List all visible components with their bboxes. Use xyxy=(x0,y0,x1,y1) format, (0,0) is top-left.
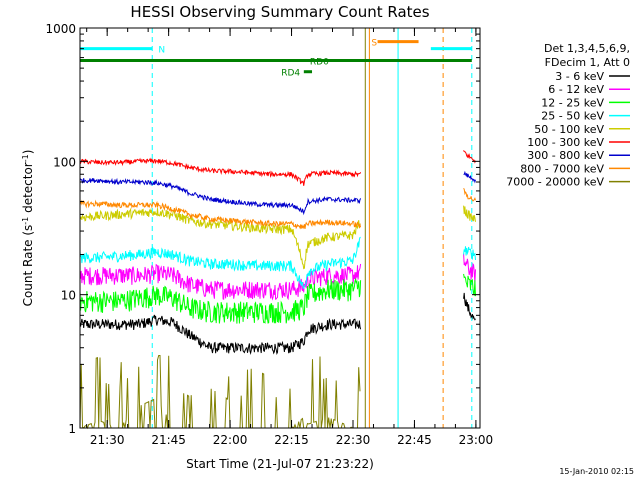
y-axis-label-sup2: -1 xyxy=(21,154,30,162)
x-axis: 21:30 21:45 22:00 22:15 22:30 22:45 23:00 xyxy=(86,28,494,447)
series-line-4-part-0 xyxy=(79,207,361,270)
x-tick-label-2: 22:00 xyxy=(213,433,248,447)
series-line-6-part-0 xyxy=(80,177,362,216)
plot-frame xyxy=(79,27,481,429)
y-tick-label-0: 1 xyxy=(68,422,76,436)
y-axis-label-end: ) xyxy=(21,150,35,155)
chart-title: HESSI Observing Summary Count Rates xyxy=(130,3,429,21)
legend-header-1: Det 1,3,4,5,6,9, xyxy=(544,42,630,55)
x-tick-label-1: 21:45 xyxy=(151,433,186,447)
series-line-2-part-1 xyxy=(463,273,476,297)
legend-entry-label-6: 300 - 800 keV xyxy=(527,149,604,162)
series-line-7-part-1 xyxy=(463,188,476,202)
x-tick-label-6: 23:00 xyxy=(459,433,494,447)
y-axis-label-main: Count Rate (s xyxy=(21,225,35,307)
legend-entry-label-0: 3 - 6 keV xyxy=(555,70,604,83)
legend: Det 1,3,4,5,6,9, FDecim 1, Att 0 3 - 6 k… xyxy=(506,42,630,189)
series-layer xyxy=(79,150,476,430)
y-axis-label: Count Rate (s-1 detector-1) xyxy=(21,150,36,307)
series-line-5-part-1 xyxy=(463,150,476,164)
y-axis: 1 10 100 1000 xyxy=(45,22,480,436)
state-bar-label-0: N xyxy=(158,46,165,56)
x-tick-label-3: 22:15 xyxy=(274,433,309,447)
series-line-2-part-0 xyxy=(79,277,362,324)
x-tick-label-0: 21:30 xyxy=(90,433,125,447)
series-line-4-part-1 xyxy=(463,205,476,222)
legend-entry-label-4: 50 - 100 keV xyxy=(534,123,604,136)
x-tick-label-5: 22:45 xyxy=(397,433,432,447)
y-tick-label-3: 1000 xyxy=(45,22,76,36)
y-axis-label-mid: detector xyxy=(21,162,35,217)
series-line-7-part-0 xyxy=(79,199,362,230)
series-line-5-part-0 xyxy=(79,157,362,186)
state-bar-label-3: S xyxy=(371,39,377,49)
series-line-0-part-0 xyxy=(79,314,362,356)
series-line-6-part-1 xyxy=(463,170,476,184)
x-tick-label-4: 22:30 xyxy=(336,433,371,447)
series-line-0-part-1 xyxy=(463,292,476,321)
series-line-1-part-0 xyxy=(79,263,362,301)
y-axis-label-sup1: -1 xyxy=(21,217,30,225)
legend-entry-label-5: 100 - 300 keV xyxy=(527,136,604,149)
state-bar-label-2: RD4 xyxy=(281,69,300,79)
vlines-layer xyxy=(79,28,473,428)
legend-entry-label-7: 800 - 7000 keV xyxy=(520,162,604,175)
series-line-3-part-0 xyxy=(79,236,361,290)
legend-entry-label-2: 12 - 25 keV xyxy=(541,96,604,109)
legend-header-2: FDecim 1, Att 0 xyxy=(545,56,630,69)
bars-layer: N RD0 RD4 S xyxy=(80,39,472,79)
series-line-1-part-1 xyxy=(463,253,476,283)
x-axis-label: Start Time (21-Jul-07 21:23:22) xyxy=(186,457,374,471)
y-tick-label-1: 10 xyxy=(61,289,76,303)
state-bar-label-1: RD0 xyxy=(310,58,329,68)
series-line-3-part-1 xyxy=(463,246,476,261)
timestamp: 15-Jan-2010 02:15 xyxy=(559,467,634,476)
legend-entry-label-8: 7000 - 20000 keV xyxy=(506,176,604,189)
legend-entry-label-1: 6 - 12 keV xyxy=(548,83,604,96)
legend-entry-label-3: 25 - 50 keV xyxy=(541,110,604,123)
y-tick-label-2: 100 xyxy=(53,155,76,169)
